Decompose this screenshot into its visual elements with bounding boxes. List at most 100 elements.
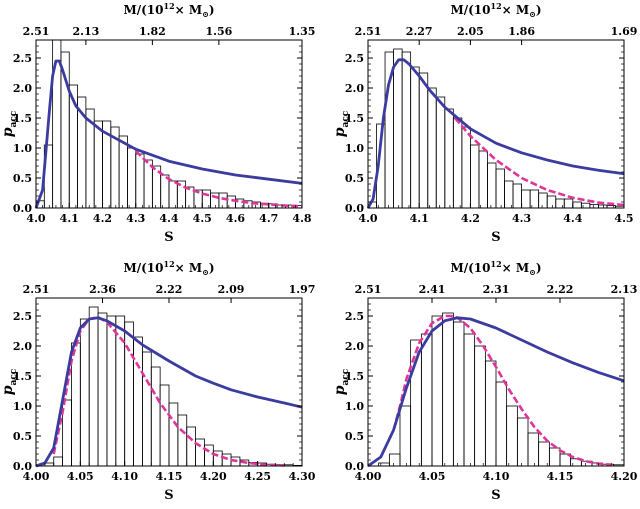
y-tick-label: 1.0 — [345, 142, 364, 155]
histogram-bar — [529, 189, 540, 209]
histogram-bar — [580, 202, 591, 209]
chart-panel-3: 4.00 4.05 4.10 4.15 4.20 4.25 4.30 0.0 0.5 1.0 1.5… — [0, 259, 316, 503]
x-tick-label: 4.00 — [355, 470, 382, 483]
histogram-bar — [226, 195, 236, 209]
x-tick-label: 4.15 — [156, 470, 183, 483]
histogram-bar — [79, 318, 90, 467]
histogram-bar — [435, 96, 446, 209]
histogram-bar — [431, 315, 444, 467]
top-tick-label: 2.41 — [419, 283, 446, 296]
blue-curve — [35, 316, 303, 468]
histogram-bar — [452, 321, 465, 467]
top-axis-label-part: 12 — [491, 259, 502, 269]
top-tick-label: 2.05 — [457, 25, 484, 38]
y-tick-label: 0.0 — [345, 460, 364, 473]
x-tick-label: 4.8 — [292, 212, 311, 225]
x-tick-label: 4.15 — [547, 470, 574, 483]
magenta-dashed-curve — [52, 315, 285, 467]
x-tick-label: 4.3 — [126, 212, 145, 225]
histogram-bar — [452, 117, 463, 209]
x-tick-label: 4.2 — [93, 212, 112, 225]
x-tick-label: 4.25 — [244, 470, 271, 483]
y-axis-label-main: p — [0, 127, 16, 137]
top-tick-label: 2.13 — [72, 25, 99, 38]
x-axis-label: S — [491, 230, 500, 245]
top-tick-label: 2.22 — [156, 283, 183, 296]
histogram-bar — [427, 87, 437, 209]
x-axis-label: S — [491, 488, 500, 503]
chart-panel-4: 4.00 4.05 4.10 4.15 4.20 0.0 0.5 1.0 1.5 2.0 2.5 2.… — [332, 259, 638, 503]
histogram-bar — [461, 126, 471, 209]
histogram-bar — [177, 414, 188, 467]
blue-curve — [34, 59, 303, 209]
x-tick-label: 4.6 — [226, 212, 245, 225]
y-axis-label-main: p — [332, 127, 348, 137]
y-tick-label: 1.5 — [345, 112, 364, 125]
top-axis-label: M/(1012× M⊙) — [123, 1, 214, 19]
histogram-bar — [495, 381, 508, 467]
x-tick-label: 4.00 — [23, 470, 50, 483]
x-tick-label: 4.5 — [614, 212, 633, 225]
top-axis-label-part: ) — [209, 261, 215, 275]
histogram — [378, 312, 625, 467]
top-axis-label: M/(1012× M⊙) — [450, 1, 541, 19]
x-tick-label: 4.0 — [358, 212, 377, 225]
y-tick-label: 2.5 — [13, 310, 32, 323]
top-axis-label-part: ⊙ — [202, 9, 209, 19]
y-tick-label: 1.0 — [13, 400, 32, 413]
top-tick-label: 2.13 — [611, 283, 638, 296]
y-axis-label-main: p — [332, 385, 348, 395]
histogram-bar — [444, 108, 454, 209]
histogram-bar — [210, 192, 220, 209]
histogram-bar — [487, 162, 497, 209]
histogram-bar — [478, 150, 488, 209]
histogram-bar — [538, 192, 548, 209]
histogram-bar — [495, 168, 505, 209]
histogram-bar — [521, 189, 531, 209]
histogram-bar — [516, 417, 529, 467]
histogram-bar — [186, 426, 197, 467]
y-tick-label: 2.5 — [13, 52, 32, 65]
x-tick-label: 4.4 — [159, 212, 178, 225]
top-axis-label-part: ) — [536, 3, 542, 17]
top-axis-label-part: × M — [502, 261, 530, 275]
histogram-bar — [469, 144, 480, 209]
blue-curve — [366, 58, 625, 209]
histogram-bar — [418, 72, 429, 209]
top-tick-label: 1.97 — [289, 283, 316, 296]
histogram-bar — [127, 147, 137, 209]
top-axis-label: M/(1012× M⊙) — [450, 259, 541, 277]
histogram-bar — [71, 342, 81, 467]
histogram — [367, 48, 625, 209]
histogram-bar — [420, 333, 433, 467]
y-tick-label: 1.0 — [345, 400, 364, 413]
x-tick-label: 4.30 — [289, 470, 316, 483]
histogram-bar — [118, 135, 128, 209]
histogram-bar — [393, 48, 403, 209]
top-tick-label: 1.82 — [139, 25, 166, 38]
x-tick-label: 4.05 — [67, 470, 94, 483]
top-tick-label: 2.09 — [218, 283, 245, 296]
y-axis-label: pacc — [0, 368, 19, 395]
histogram-bar — [572, 201, 582, 209]
y-tick-label: 1.0 — [13, 142, 32, 155]
x-tick-label: 4.1 — [410, 212, 429, 225]
top-axis-label: M/(1012× M⊙) — [123, 259, 214, 277]
x-tick-label: 4.10 — [483, 470, 510, 483]
y-tick-label: 1.5 — [345, 370, 364, 383]
top-tick-label: 1.86 — [508, 25, 535, 38]
y-tick-label: 1.5 — [13, 370, 32, 383]
histogram-bar — [97, 312, 108, 467]
x-tick-label: 4.2 — [461, 212, 480, 225]
top-axis-label-part: × M — [175, 261, 203, 275]
top-axis-label-part: ) — [536, 261, 542, 275]
top-axis-label-part: 12 — [164, 1, 175, 11]
top-tick-label: 1.35 — [289, 25, 316, 38]
top-tick-label: 2.31 — [483, 283, 510, 296]
x-tick-label: 4.20 — [611, 470, 638, 483]
y-tick-label: 2.5 — [345, 52, 364, 65]
top-axis-label-part: ⊙ — [202, 267, 209, 277]
histogram-bar — [538, 441, 550, 467]
y-tick-label: 2.0 — [345, 82, 364, 95]
